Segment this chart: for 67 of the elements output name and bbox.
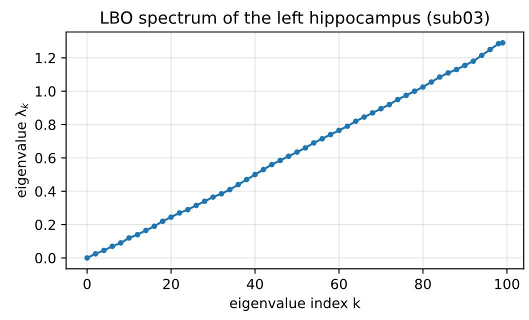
x-tick-label: 0 bbox=[84, 278, 91, 290]
y-tick-label: 0.4 bbox=[35, 186, 56, 197]
y-tick-label: 1.2 bbox=[36, 52, 56, 64]
point bbox=[386, 102, 392, 108]
point bbox=[378, 106, 384, 112]
chart-title: LBO spectrum of the left hippocampus (sub03) bbox=[101, 11, 489, 28]
y-tick-label: 0.8 bbox=[35, 120, 56, 130]
point bbox=[470, 58, 476, 64]
point bbox=[110, 244, 116, 250]
point bbox=[420, 84, 426, 90]
point bbox=[193, 202, 200, 208]
point bbox=[487, 46, 493, 52]
point bbox=[370, 110, 376, 116]
point bbox=[143, 228, 149, 234]
point bbox=[84, 255, 90, 261]
point bbox=[152, 224, 158, 230]
point bbox=[210, 194, 216, 200]
x-tick-label: 100 bbox=[495, 278, 520, 290]
point bbox=[176, 210, 182, 216]
point bbox=[202, 198, 208, 204]
point bbox=[160, 218, 166, 224]
point bbox=[244, 176, 250, 182]
x-tick-label: 20 bbox=[163, 278, 179, 290]
y-tick-label: 1.0 bbox=[36, 86, 56, 97]
y-tick-label: 0.6 bbox=[35, 152, 56, 164]
point bbox=[101, 248, 107, 254]
x-axis-title: eigenvalue index k bbox=[230, 298, 361, 311]
point bbox=[92, 251, 98, 257]
point bbox=[436, 74, 443, 80]
point bbox=[454, 66, 460, 72]
point bbox=[394, 96, 401, 102]
point bbox=[496, 40, 502, 46]
point bbox=[478, 52, 485, 58]
point bbox=[185, 206, 191, 212]
point bbox=[286, 153, 292, 160]
point bbox=[168, 214, 174, 220]
y-tick-label: 0.2 bbox=[35, 220, 56, 230]
point bbox=[361, 114, 367, 120]
point bbox=[311, 140, 317, 146]
point bbox=[134, 232, 140, 238]
point bbox=[126, 235, 132, 241]
point bbox=[277, 158, 284, 164]
y-axis-title: eigenvalue λ$_{k}$ bbox=[15, 102, 29, 198]
point bbox=[218, 190, 224, 197]
point bbox=[336, 128, 342, 134]
point bbox=[445, 70, 451, 76]
point bbox=[260, 166, 266, 172]
point bbox=[403, 92, 409, 98]
point bbox=[462, 62, 468, 68]
point bbox=[118, 240, 124, 246]
point bbox=[353, 118, 359, 124]
point bbox=[412, 88, 418, 94]
point bbox=[252, 172, 258, 178]
point bbox=[302, 145, 308, 151]
point bbox=[500, 40, 506, 46]
point bbox=[344, 123, 350, 129]
point bbox=[227, 186, 233, 192]
x-tick-label: 40 bbox=[246, 278, 263, 290]
x-tick-label: 60 bbox=[331, 278, 347, 290]
x-tick-label: 80 bbox=[415, 278, 431, 290]
point bbox=[269, 162, 275, 168]
point bbox=[328, 132, 334, 138]
point bbox=[428, 79, 434, 85]
point bbox=[319, 136, 325, 142]
y-tick-label: 0.0 bbox=[35, 252, 56, 264]
point bbox=[235, 182, 242, 188]
point bbox=[294, 149, 300, 155]
